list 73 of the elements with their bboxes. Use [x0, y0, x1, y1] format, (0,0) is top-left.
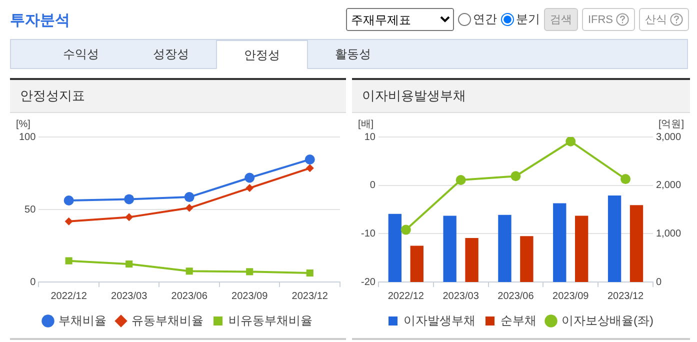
x-tick-label: 2023/09: [552, 290, 590, 302]
point: [246, 184, 254, 192]
point: [126, 260, 133, 268]
legend-label: 이자보상배율(좌): [562, 313, 654, 328]
y2-tick-label: 0: [656, 276, 662, 288]
point: [184, 192, 194, 202]
bar: [498, 214, 512, 282]
point: [566, 137, 576, 146]
bar: [608, 195, 622, 282]
point: [304, 154, 315, 164]
point: [510, 171, 521, 182]
y2-tick-label: 3,000: [656, 132, 682, 143]
text: 분기: [514, 11, 540, 28]
bar: [443, 216, 456, 282]
bar: [575, 216, 588, 282]
x-tick-label: 2023/12: [607, 290, 644, 302]
y-tick-label: 50: [24, 204, 36, 216]
x-tick-label: 2023/06: [171, 290, 208, 302]
point: [65, 257, 72, 264]
x-tick-label: 2022/12: [388, 290, 424, 302]
bar: [465, 238, 478, 282]
y-axis-title: [%]: [16, 118, 31, 130]
text: 안정성: [216, 40, 308, 69]
bar: [388, 214, 402, 282]
chart-title: 안정성지표: [10, 80, 346, 113]
point: [246, 268, 254, 276]
y-tick-label: 10: [364, 132, 376, 143]
y-tick-label: 0: [370, 180, 376, 192]
legend-label: 유동부채비율: [132, 313, 204, 328]
point: [186, 268, 193, 275]
y-tick-label: 0: [30, 276, 36, 288]
x-tick-label: 2023/03: [442, 290, 480, 302]
point: [125, 213, 134, 222]
point: [64, 196, 74, 206]
bar: [630, 205, 644, 282]
text: 투자분석: [10, 11, 70, 30]
x-tick-label: 2023/03: [111, 290, 148, 302]
point: [400, 224, 411, 235]
bar: [553, 203, 566, 282]
point: [306, 269, 314, 277]
legend-label: 부채비율: [58, 313, 106, 328]
point: [64, 217, 73, 226]
y-tick-label: -10: [361, 228, 376, 240]
y-tick-label: 100: [18, 132, 36, 143]
point: [306, 164, 314, 172]
text: IFRS: [588, 14, 613, 26]
point: [244, 172, 255, 183]
text: 활동성: [334, 46, 372, 63]
x-tick-label: 2023/09: [232, 290, 268, 302]
y2-tick-label: 1,000: [656, 228, 682, 240]
point: [456, 175, 466, 186]
text: 검색: [550, 13, 572, 27]
x-tick-label: 2022/12: [50, 290, 88, 302]
text: 성장성: [152, 46, 190, 63]
y2-tick-label: 2,000: [656, 180, 682, 192]
point: [185, 204, 194, 212]
y-axis-title: [배]: [358, 118, 374, 130]
text: 주재무제표: [346, 8, 454, 31]
legend-label: 이자발생부채: [404, 313, 476, 328]
point: [124, 194, 134, 204]
y2-axis-title: [억원]: [658, 118, 684, 130]
bar: [520, 236, 534, 282]
legend-label: 비유동부채비율: [228, 313, 312, 328]
text: 산식: [645, 13, 667, 27]
point: [620, 174, 631, 184]
x-tick-label: 2023/12: [292, 290, 328, 302]
bar: [410, 246, 424, 282]
y-tick-label: -20: [361, 276, 376, 288]
chart-title: 이자비용발생부채: [352, 80, 690, 113]
x-tick-label: 2023/06: [498, 290, 534, 302]
text: 수익성: [62, 46, 100, 63]
legend-label: 순부채: [500, 313, 537, 328]
text: 연간: [472, 11, 497, 28]
